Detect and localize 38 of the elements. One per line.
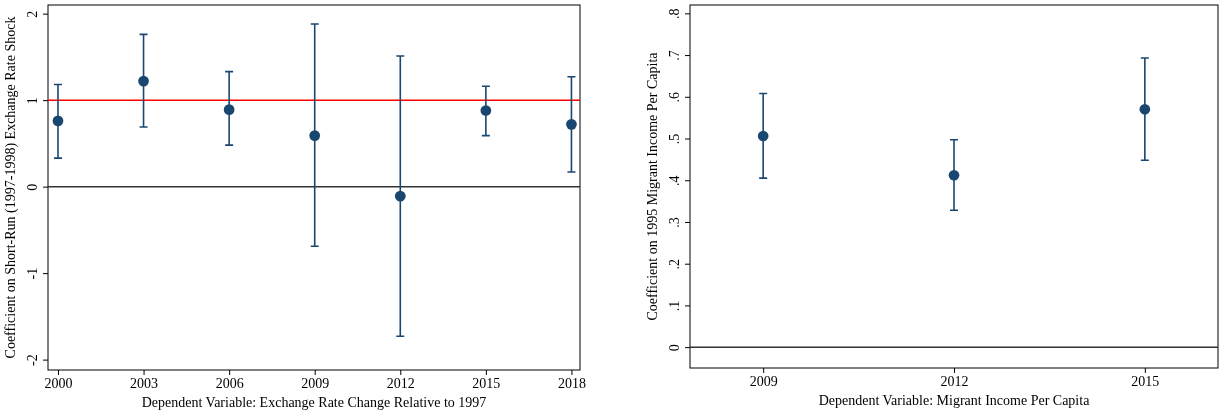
point xyxy=(394,190,406,202)
y-tick-label: .8 xyxy=(667,8,683,20)
y-axis-title: Coefficient on 1995 Migrant Income Per Capita xyxy=(645,51,660,321)
x-tick-label: 2018 xyxy=(557,375,586,391)
point xyxy=(52,115,64,127)
y-tick-label: .2 xyxy=(667,258,683,270)
y-tick-label: 2 xyxy=(25,10,41,18)
point xyxy=(948,169,960,181)
y-tick-label: -1 xyxy=(25,267,41,280)
y-tick-label: .7 xyxy=(667,50,683,61)
x-tick-label: 2009 xyxy=(301,375,330,391)
x-tick-label: 2012 xyxy=(386,375,415,391)
x-tick-label: 2012 xyxy=(940,373,969,389)
point xyxy=(757,130,769,142)
point xyxy=(223,104,235,115)
point xyxy=(309,130,321,141)
y-tick-label: 0 xyxy=(667,344,683,352)
x-tick-label: 2015 xyxy=(472,375,501,391)
y-tick-label: .6 xyxy=(667,92,683,103)
x-tick-label: 2015 xyxy=(1131,373,1160,389)
y-axis-title: Coefficient on Short-Run (1997-1998) Exchange Rate Shock xyxy=(3,16,19,359)
x-axis-title: Dependent Variable: Migrant Income Per Capita xyxy=(818,393,1091,408)
y-tick-label: .5 xyxy=(667,133,683,145)
y-tick-label: .1 xyxy=(667,300,683,312)
y-tick-label: .4 xyxy=(667,175,683,186)
x-tick-label: 2006 xyxy=(215,375,244,391)
x-axis-title: Dependent Variable: Exchange Rate Change Relative to 1997 xyxy=(141,395,487,410)
point xyxy=(480,105,492,116)
point xyxy=(566,119,577,130)
x-tick-label: 2009 xyxy=(749,373,778,389)
x-tick-label: 2003 xyxy=(130,375,159,391)
x-tick-label: 2000 xyxy=(44,375,73,391)
y-tick-label: -2 xyxy=(25,354,41,366)
point xyxy=(1139,103,1151,115)
y-tick-label: 1 xyxy=(25,97,41,105)
y-tick-label: 0 xyxy=(25,183,41,191)
point xyxy=(138,75,149,87)
y-tick-label: .3 xyxy=(667,217,683,228)
